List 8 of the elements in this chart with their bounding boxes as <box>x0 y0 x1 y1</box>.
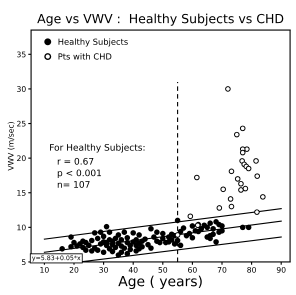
annotation: For Healthy Subjects: <box>50 144 144 153</box>
annotation: n= 107 <box>58 181 90 188</box>
legend-label: Healthy Subjects <box>58 38 128 46</box>
x-axis-title: Age ( years) <box>118 276 202 290</box>
legend-label: Pts with CHD <box>58 53 112 60</box>
annotation: p < 0.001 <box>58 169 102 178</box>
chart-title: Age vs VWV : Healthy Subjects vs CHD <box>37 14 284 26</box>
annotation: r = 0.67 <box>58 158 94 165</box>
